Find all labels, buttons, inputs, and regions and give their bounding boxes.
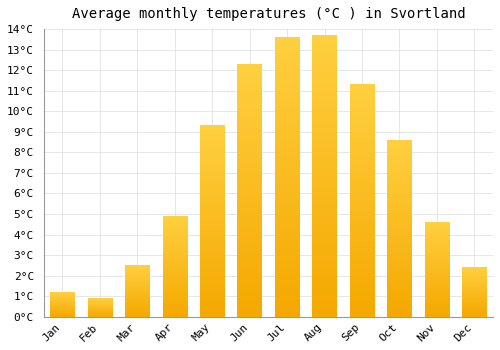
Title: Average monthly temperatures (°C ) in Svortland: Average monthly temperatures (°C ) in Sv… xyxy=(72,7,465,21)
